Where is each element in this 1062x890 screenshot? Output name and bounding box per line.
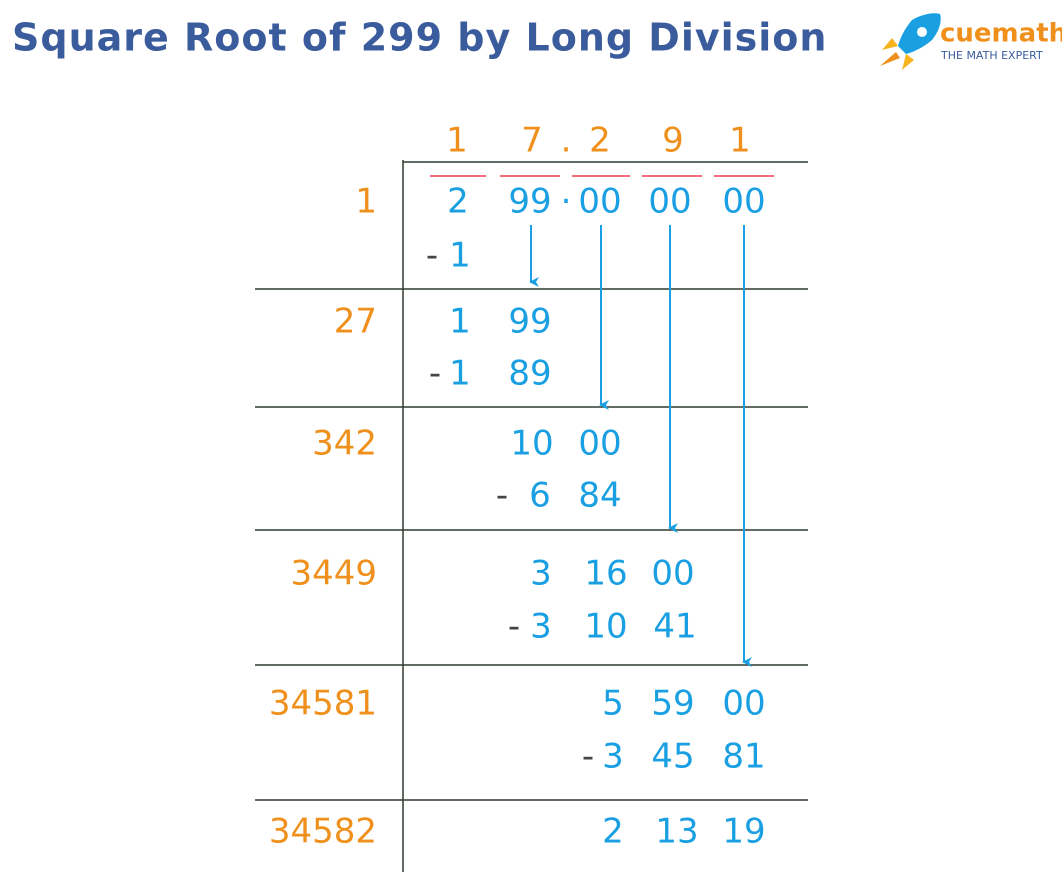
quotient-digit: 1: [729, 121, 751, 161]
work-number: 2: [602, 812, 624, 852]
frame: [255, 160, 808, 872]
divisor: 3449: [290, 554, 377, 594]
work-number: 41: [653, 607, 696, 647]
divisor: 27: [334, 302, 377, 342]
work-number: 19: [722, 812, 765, 852]
work-number: 5: [602, 684, 624, 724]
divisor: 1: [355, 182, 377, 222]
work-number: 16: [584, 554, 627, 594]
work-number: 89: [508, 354, 551, 394]
dividend-digit: 00: [578, 182, 621, 222]
work-number: 99: [508, 302, 551, 342]
divisor: 34582: [269, 812, 377, 852]
work-number: 10: [510, 424, 553, 464]
quotient-digit: 7: [521, 121, 543, 161]
dividend-digit: 00: [722, 182, 765, 222]
work-number: 10: [584, 607, 627, 647]
dividend-digit: 99: [508, 182, 551, 222]
title: Square Root of 299 by Long Division: [12, 16, 827, 60]
work-number: 3: [530, 607, 552, 647]
dividend-digit: 2: [447, 182, 469, 222]
work-number: 1: [449, 354, 471, 394]
minus-sign: -: [429, 354, 441, 394]
dividend-digit: 00: [648, 182, 691, 222]
minus-sign: -: [496, 476, 508, 516]
minus-sign: -: [508, 607, 520, 647]
dividend-digit: ·: [561, 182, 572, 222]
minus-sign: -: [582, 737, 594, 777]
work-number: 3: [530, 554, 552, 594]
work-number: 00: [578, 424, 621, 464]
work-number: 6: [529, 476, 551, 516]
work-number: 00: [722, 684, 765, 724]
divisor: 342: [312, 424, 377, 464]
work-number: 84: [578, 476, 621, 516]
work-number: 59: [651, 684, 694, 724]
brand: cuemath: [940, 19, 1062, 49]
work-number: 00: [651, 554, 694, 594]
quotient-digit: 2: [589, 121, 611, 161]
quotient-digit: 9: [662, 121, 684, 161]
quotient-digit: .: [561, 121, 572, 161]
work-number: 3: [602, 737, 624, 777]
work-number: 81: [722, 737, 765, 777]
divisor: 34581: [269, 684, 377, 724]
tagline: THE MATH EXPERT: [940, 49, 1043, 62]
work-number: 13: [655, 812, 698, 852]
logo: cuemath THE MATH EXPERT: [880, 13, 1062, 70]
minus-sign: -: [426, 236, 438, 276]
work-number: 1: [449, 236, 471, 276]
arrows: [529, 225, 752, 667]
quotient-digit: 1: [446, 121, 468, 161]
work-number: 1: [449, 302, 471, 342]
work-number: 45: [651, 737, 694, 777]
